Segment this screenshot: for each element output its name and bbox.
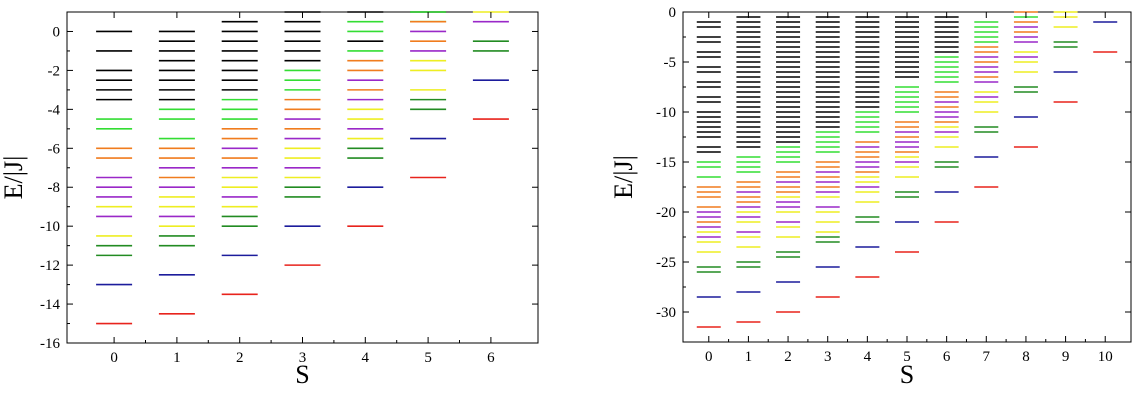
right-xtick-label: 4 xyxy=(864,349,872,365)
left-xtick-label: 0 xyxy=(110,350,118,366)
right-ytick-label: -15 xyxy=(656,155,676,171)
right-xtick-label: 8 xyxy=(1022,349,1029,365)
left-levels xyxy=(96,11,509,325)
left-ytick-label: -8 xyxy=(48,180,61,196)
chart-left: 0 1 2 3 4 5 6 0 -2 -4 -6 -8 -10 -12 -14 -16 S E/|J| xyxy=(0,0,560,390)
left-xaxis-title: S xyxy=(295,360,309,389)
left-ytick-label: -12 xyxy=(40,258,60,274)
right-xaxis-title: S xyxy=(900,360,914,389)
chart-right: 0 1 2 3 4 5 6 7 8 9 10 0 -5 -10 -15 -20 -25 -30 S E/|J| xyxy=(572,0,1137,390)
left-ytick-label: -16 xyxy=(40,336,60,352)
right-ytick-label: -25 xyxy=(656,255,676,271)
left-xtick-label: 1 xyxy=(173,350,181,366)
right-ytick-label: -10 xyxy=(656,105,676,121)
chart-left-svg: 0 1 2 3 4 5 6 0 -2 -4 -6 -8 -10 -12 -14 -16 S E/|J| xyxy=(0,11,539,389)
right-xtick-label: 7 xyxy=(983,349,991,365)
left-ytick-label: -14 xyxy=(40,297,60,313)
right-xtick-label: 6 xyxy=(943,349,951,365)
left-xtick-label: 2 xyxy=(236,350,244,366)
left-ytick-label: -10 xyxy=(40,219,60,235)
right-yaxis-title: E/|J| xyxy=(609,155,638,199)
left-xtick-label: 4 xyxy=(362,350,370,366)
right-xtick-label: 3 xyxy=(824,349,832,365)
left-yaxis-title: E/|J| xyxy=(0,156,28,200)
right-xtick-label: 0 xyxy=(705,349,713,365)
left-ytick-label: -4 xyxy=(48,102,61,118)
right-ytick-label: 0 xyxy=(669,5,677,21)
chart-right-svg: 0 1 2 3 4 5 6 7 8 9 10 0 -5 -10 -15 -20 -25 -30 S E/|J| xyxy=(609,5,1132,389)
right-ytick-label: -20 xyxy=(656,205,676,221)
left-ytick-label: -2 xyxy=(48,63,61,79)
left-ytick-label: -6 xyxy=(48,141,61,157)
left-xtick-label: 6 xyxy=(487,350,495,366)
left-ytick-label: 0 xyxy=(53,24,61,40)
right-xtick-label: 10 xyxy=(1098,349,1113,365)
left-xtick-label: 3 xyxy=(299,350,307,366)
right-xtick-label: 2 xyxy=(784,349,792,365)
right-xtick-label: 1 xyxy=(745,349,753,365)
left-xtick-label: 5 xyxy=(424,350,432,366)
right-xtick-label: 5 xyxy=(903,349,911,365)
right-ytick-label: -5 xyxy=(664,55,677,71)
right-xtick-label: 9 xyxy=(1062,349,1070,365)
right-ytick-label: -30 xyxy=(656,305,676,321)
right-levels xyxy=(696,11,1118,328)
